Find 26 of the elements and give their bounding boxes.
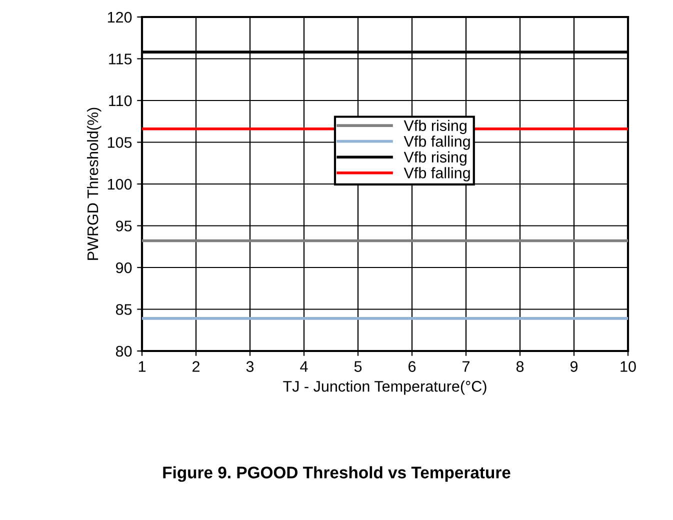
x-tick-label: 8 — [516, 361, 524, 372]
y-tick-label: 95 — [116, 220, 132, 232]
x-tick-label: 3 — [246, 361, 254, 372]
x-tick-label: 1 — [138, 361, 146, 372]
legend-label: Vfb falling — [404, 167, 470, 182]
y-axis-title: PWRGD Threshold(%) — [86, 108, 102, 260]
x-tick-label: 2 — [192, 361, 200, 372]
x-tick-label: 4 — [300, 361, 308, 372]
y-tick-label: 80 — [116, 346, 132, 357]
y-tick-label: 115 — [109, 54, 132, 64]
x-tick-label: 6 — [408, 361, 416, 372]
y-tick-label: 100 — [108, 178, 132, 190]
legend-label: Vfb falling — [404, 136, 470, 150]
x-tick-label: 7 — [462, 361, 470, 372]
legend-label: Vfb rising — [404, 120, 466, 134]
y-tick-label: 105 — [108, 137, 132, 148]
x-tick-label: 5 — [354, 361, 362, 372]
x-axis-title: TJ - Junction Temperature(°C) — [283, 380, 486, 395]
y-tick-label: 85 — [116, 304, 132, 315]
y-tick-label: 120 — [108, 12, 132, 23]
x-tick-label: 10 — [620, 361, 636, 372]
x-tick-label: 9 — [570, 361, 578, 372]
legend-label: Vfb rising — [404, 151, 466, 166]
text: Figure 9. PGOOD Threshold vs Temperature — [163, 466, 510, 482]
y-tick-label: 110 — [109, 95, 132, 106]
y-tick-label: 90 — [116, 262, 132, 274]
